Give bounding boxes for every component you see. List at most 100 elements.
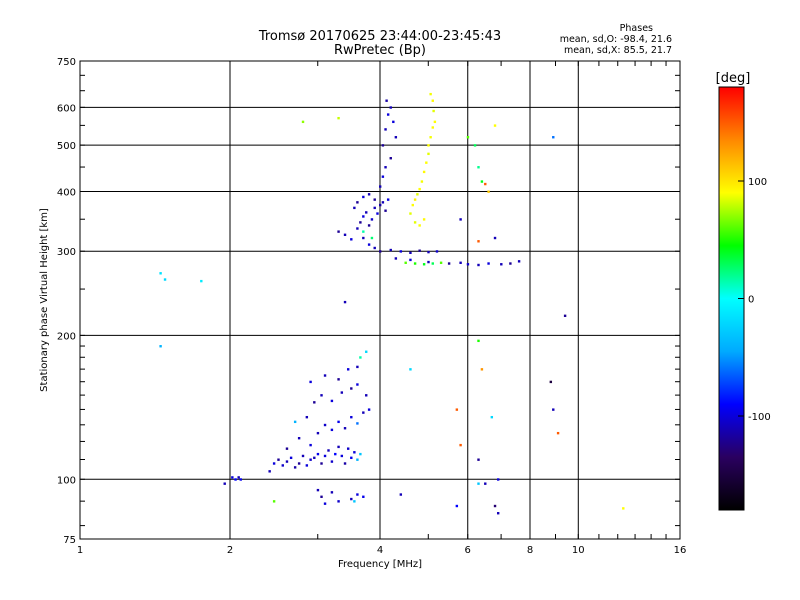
data-point (466, 136, 470, 139)
colorbar: [deg] 100 0 -100 (716, 71, 771, 511)
data-point (340, 391, 344, 394)
data-point (432, 109, 435, 113)
data-point (500, 263, 503, 266)
data-point (330, 399, 334, 403)
data-point (389, 106, 392, 109)
data-point (477, 240, 480, 243)
data-points-layer (159, 92, 625, 515)
data-point (455, 408, 459, 411)
x-tick-label: 6 (465, 545, 471, 556)
data-point (490, 415, 494, 419)
data-point (493, 236, 497, 240)
data-point (353, 500, 356, 503)
data-point (305, 464, 309, 467)
chart-title: Tromsø 20170625 23:44:00-23:45:43 (258, 29, 502, 44)
data-point (367, 193, 371, 196)
data-point (386, 113, 390, 116)
data-point (337, 445, 340, 449)
data-point (418, 187, 421, 191)
data-point (386, 198, 390, 201)
data-point (409, 212, 412, 215)
data-point (343, 462, 347, 465)
data-point (433, 120, 437, 124)
data-point (285, 447, 289, 450)
data-point (350, 415, 353, 419)
data-point (381, 144, 385, 147)
data-point (350, 497, 353, 501)
data-point (362, 495, 365, 498)
data-point (323, 502, 327, 505)
data-point (362, 236, 365, 240)
data-point (313, 456, 316, 460)
data-point (431, 126, 434, 129)
data-point (409, 251, 412, 255)
data-point (473, 144, 477, 147)
x-tick-label: 10 (572, 545, 585, 556)
data-point (399, 250, 403, 253)
x-axis-label: Frequency [MHz] (338, 559, 422, 570)
data-point (343, 233, 347, 236)
data-point (367, 408, 371, 411)
data-point (477, 263, 480, 267)
data-point (435, 250, 439, 253)
data-point (323, 374, 327, 377)
data-point (281, 464, 284, 467)
data-point (427, 144, 430, 147)
data-point (313, 401, 316, 404)
data-point (343, 427, 347, 430)
data-point (362, 411, 365, 414)
data-point (373, 206, 376, 210)
y-tick-label: 100 (57, 475, 76, 486)
data-point (231, 476, 234, 479)
data-point (413, 221, 417, 224)
data-point (411, 203, 414, 207)
data-point (359, 356, 362, 359)
chart-subtitle: RwPretec (Bp) (333, 43, 427, 58)
data-point (293, 466, 297, 469)
data-point (356, 227, 359, 230)
data-point (327, 449, 330, 452)
data-point (379, 250, 382, 253)
data-point (159, 272, 162, 275)
data-point (334, 452, 337, 456)
data-point (365, 350, 368, 353)
data-point (370, 218, 374, 221)
data-point (384, 128, 387, 131)
data-point (356, 493, 359, 496)
y-tick-label: 75 (63, 535, 76, 546)
data-point (429, 136, 432, 139)
data-point (316, 431, 320, 435)
data-point (353, 206, 356, 210)
data-point (422, 263, 426, 266)
data-point (379, 185, 382, 188)
data-point (350, 456, 353, 460)
data-point (493, 124, 497, 127)
data-point (343, 300, 347, 304)
data-point (373, 198, 376, 201)
y-axis-label: Stationary phase Virtual Height [km] (39, 208, 50, 392)
data-point (234, 478, 237, 481)
data-point (466, 263, 470, 266)
data-point (320, 462, 323, 465)
data-point (346, 447, 350, 450)
data-point (305, 415, 309, 419)
data-point (399, 493, 403, 496)
data-point (477, 166, 480, 169)
data-point (285, 460, 289, 463)
data-point (381, 201, 385, 204)
data-point (309, 443, 312, 447)
x-tick-label: 1 (77, 545, 83, 556)
data-point (330, 491, 334, 494)
data-point (350, 238, 353, 241)
data-point (297, 462, 301, 465)
axes-layer: 1 2 4 6 8 10 16 75 100 200 300 400 500 600 750 (57, 57, 686, 556)
data-point (356, 383, 359, 386)
data-point (429, 92, 432, 96)
data-point (330, 460, 334, 463)
data-point (223, 482, 226, 485)
data-point (425, 161, 428, 164)
data-point (427, 250, 430, 254)
data-point (376, 212, 379, 215)
y-tick-label: 300 (57, 247, 76, 258)
data-point (431, 99, 434, 102)
